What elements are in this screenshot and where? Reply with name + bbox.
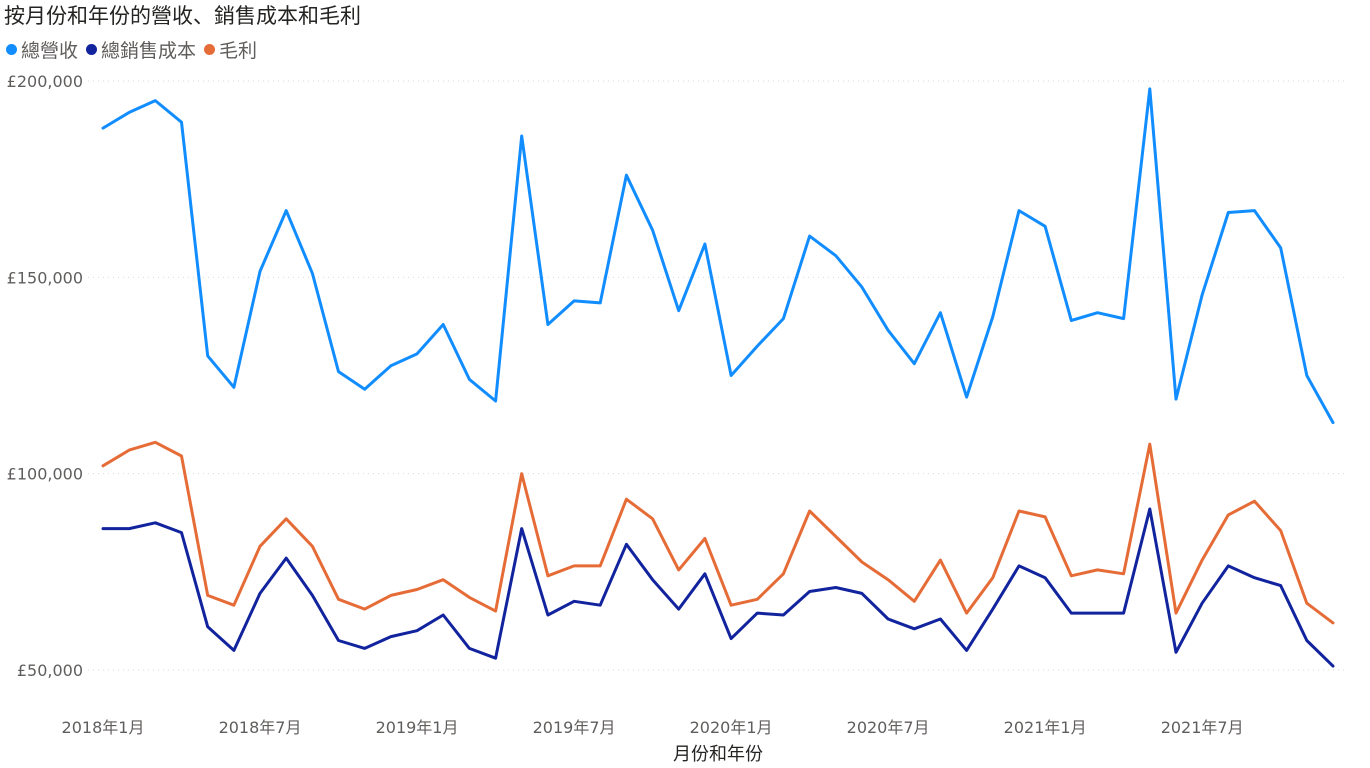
y-tick-label: £50,000 [17,661,83,680]
legend-dot-profit [204,44,216,55]
legend-item-revenue[interactable]: 總營收 [6,36,78,63]
x-tick-label: 2018年1月 [62,718,145,737]
series-revenue-line[interactable] [101,87,1335,425]
legend-label-revenue: 總營收 [21,40,79,62]
y-tick-label: £150,000 [7,268,83,287]
legend-item-profit[interactable]: 毛利 [204,36,257,63]
legend-label-cost: 總銷售成本 [101,40,197,62]
series-cost-line[interactable] [101,507,1335,668]
x-tick-label: 2020年7月 [847,718,930,737]
x-tick-label: 2021年1月 [1004,718,1087,737]
y-axis: £50,000 £100,000 £150,000 £200,000 [7,72,83,680]
x-tick-label: 2019年7月 [533,718,616,737]
legend: 總營收 總銷售成本 毛利 [6,36,265,63]
x-tick-label: 2021年7月 [1161,718,1244,737]
series-profit-line[interactable] [101,440,1335,625]
legend-dot-cost [86,44,98,55]
legend-dot-revenue [6,44,17,55]
y-tick-label: £200,000 [7,72,83,91]
series-lines [101,87,1335,668]
chart-title: 按月份和年份的營收、銷售成本和毛利 [4,4,361,28]
y-tick-label: £100,000 [7,465,83,484]
x-axis-label: 月份和年份 [673,744,763,765]
legend-label-profit: 毛利 [219,40,258,62]
x-axis: 2018年1月 2018年7月 2019年1月 2019年7月 2020年1月 2020年… [62,718,1244,737]
x-tick-label: 2018年7月 [219,718,302,737]
x-tick-label: 2019年1月 [376,718,459,737]
legend-item-cost[interactable]: 總銷售成本 [86,36,196,63]
x-tick-label: 2020年1月 [690,718,773,737]
